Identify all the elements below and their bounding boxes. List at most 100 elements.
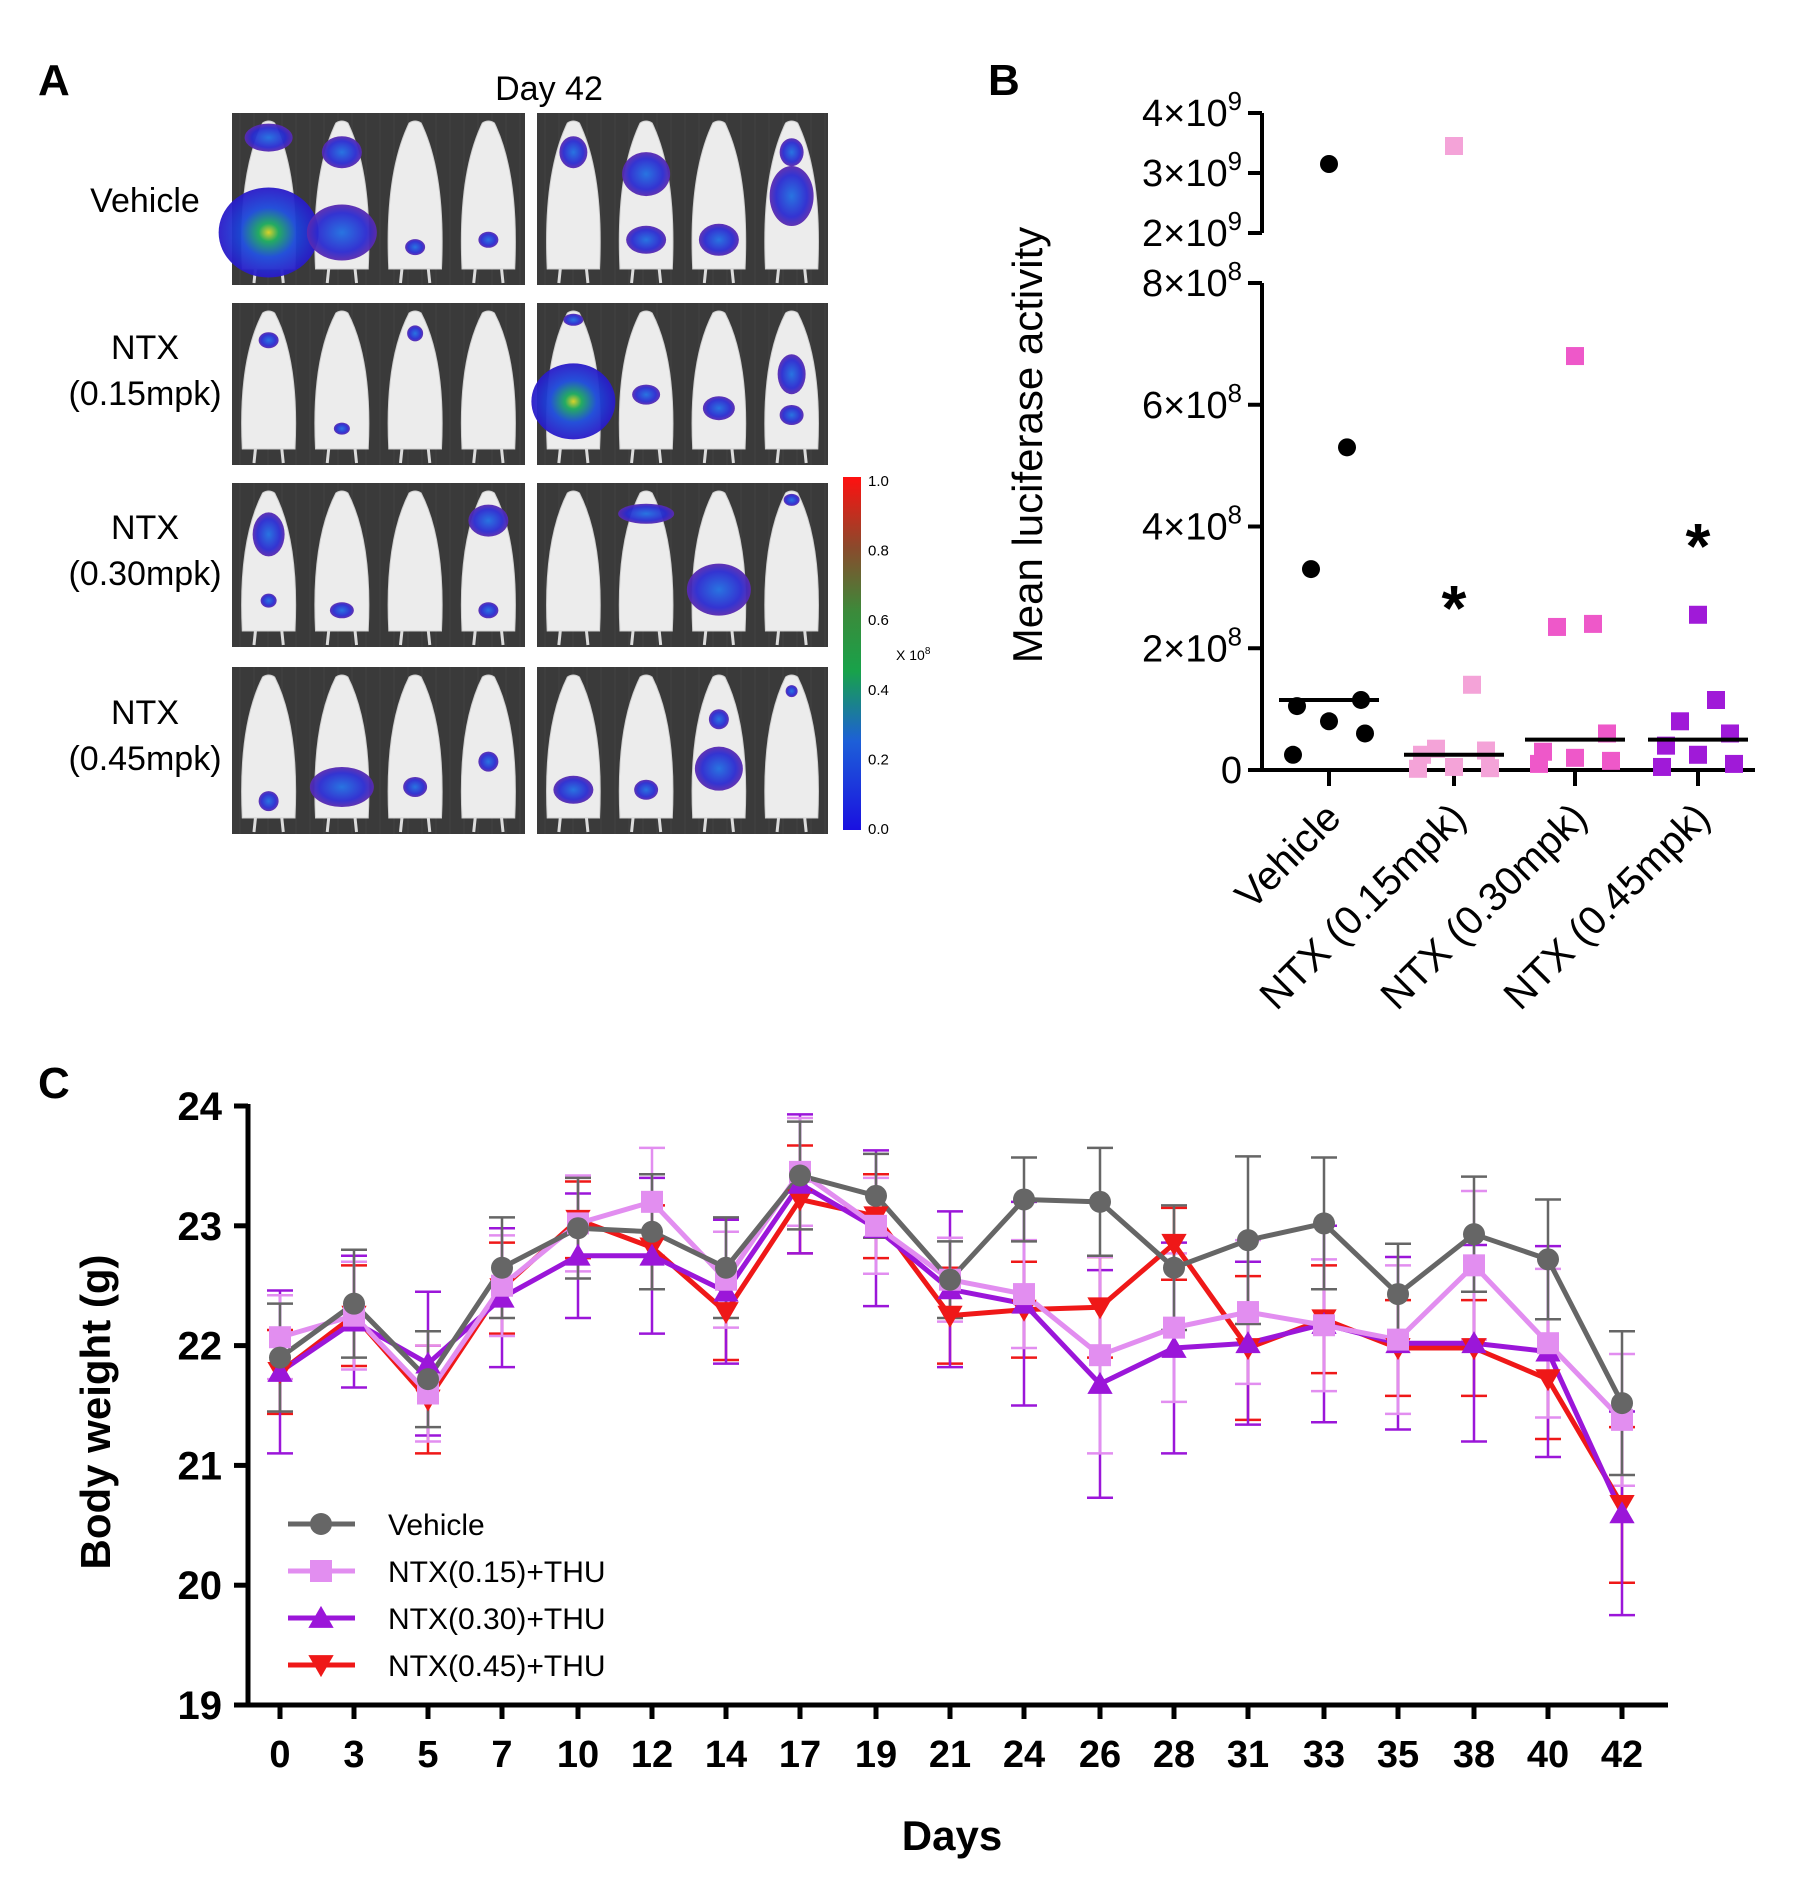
b-point-2-6 xyxy=(1602,751,1620,770)
mouse-leg xyxy=(803,448,808,464)
b-point-0-7 xyxy=(1284,745,1302,764)
b-ytick-label: 2×109 xyxy=(1142,208,1242,255)
c-point-2-4 xyxy=(565,1243,591,1266)
c-point-0-3 xyxy=(491,1256,513,1279)
c-point-1-18 xyxy=(1611,1408,1633,1431)
mouse-leg xyxy=(426,268,432,284)
c-point-0-9 xyxy=(939,1268,961,1291)
mouse-leg xyxy=(325,817,331,833)
c-xtick-label: 12 xyxy=(631,1734,673,1776)
mouse-leg xyxy=(325,448,331,464)
mouse-leg xyxy=(702,268,708,284)
colorbar-tick: 0.4 xyxy=(868,682,889,699)
row-label-2-0: NTX xyxy=(111,509,179,547)
luminescence-signal xyxy=(403,776,428,797)
mouse-leg xyxy=(353,268,359,284)
luminescence-signal xyxy=(478,751,499,772)
luminescence-signal xyxy=(329,602,354,619)
mouse-leg xyxy=(500,268,505,284)
mouse-leg xyxy=(730,448,735,464)
legend-marker-1 xyxy=(310,1560,332,1582)
c-point-0-14 xyxy=(1313,1212,1335,1235)
b-point-2-0 xyxy=(1566,347,1584,366)
mouse-leg xyxy=(280,448,285,464)
c-xtick-label: 19 xyxy=(855,1734,897,1776)
mouse-leg xyxy=(353,448,359,464)
c-point-0-16 xyxy=(1463,1223,1485,1246)
luminescence-signal xyxy=(244,123,293,152)
c-point-3-7 xyxy=(787,1189,813,1212)
b-point-0-1 xyxy=(1338,438,1356,457)
colorbar-tick: 0.6 xyxy=(868,612,889,629)
mouse-leg xyxy=(557,630,562,646)
mouse-leg xyxy=(657,817,663,833)
mouse-leg xyxy=(252,630,257,646)
c-ytick-label: 24 xyxy=(178,1085,223,1129)
luminescence-signal xyxy=(478,602,499,619)
c-point-2-5 xyxy=(639,1243,665,1266)
mouse-leg xyxy=(702,817,708,833)
c-point-1-14 xyxy=(1313,1314,1335,1337)
c-xtick-label: 40 xyxy=(1527,1734,1569,1776)
mouse-leg xyxy=(775,817,781,833)
mouse-leg xyxy=(500,448,505,464)
mouse-body xyxy=(460,120,516,270)
c-point-2-12 xyxy=(1161,1335,1187,1358)
legend-label-2: NTX(0.30)+THU xyxy=(388,1603,606,1636)
colorbar-unit: X 108 xyxy=(896,646,931,663)
b-ytick-label: 3×109 xyxy=(1142,148,1242,195)
mouse-leg xyxy=(803,817,808,833)
c-point-1-17 xyxy=(1537,1332,1559,1355)
c-point-1-16 xyxy=(1463,1254,1485,1277)
c-point-0-10 xyxy=(1013,1188,1035,1211)
b-point-1-1 xyxy=(1463,675,1481,694)
luminescence-signal xyxy=(708,709,729,730)
b-point-1-3 xyxy=(1477,741,1495,760)
mouse-body xyxy=(241,674,297,819)
panel-c-ylabel: Body weight (g) xyxy=(72,1255,119,1570)
b-ytick-label: 2×108 xyxy=(1142,623,1242,670)
luminescence-signal xyxy=(622,152,671,197)
c-point-0-18 xyxy=(1611,1392,1633,1415)
luminescence-signal xyxy=(321,136,362,169)
b-point-2-5 xyxy=(1566,748,1584,767)
mouse-leg xyxy=(702,630,708,646)
luminescence-signal xyxy=(626,225,667,254)
b-xtick-label-0: Vehicle xyxy=(1227,795,1349,917)
c-point-2-2 xyxy=(415,1351,441,1374)
c-point-0-0 xyxy=(269,1346,291,1369)
mouse-leg xyxy=(557,817,562,833)
b-point-0-2 xyxy=(1302,560,1320,579)
legend-marker-0 xyxy=(310,1513,332,1535)
luminescence-signal xyxy=(694,746,743,791)
c-xtick-label: 35 xyxy=(1377,1734,1419,1776)
c-point-3-6 xyxy=(713,1302,739,1325)
legend-label-0: Vehicle xyxy=(388,1509,485,1542)
c-point-0-11 xyxy=(1089,1190,1111,1213)
mouse-leg xyxy=(325,268,331,284)
mouse-leg xyxy=(630,448,635,464)
b-point-1-0 xyxy=(1445,137,1463,155)
legend-marker-3 xyxy=(308,1655,334,1678)
mouse-body xyxy=(387,120,443,270)
panel-a-letter: A xyxy=(38,56,70,105)
mouse-leg xyxy=(630,630,635,646)
luminescence-signal xyxy=(618,503,675,524)
luminescence-signal xyxy=(769,166,814,226)
c-point-0-4 xyxy=(567,1217,589,1240)
mouse-body xyxy=(546,490,601,632)
c-point-0-8 xyxy=(865,1184,887,1207)
c-point-0-17 xyxy=(1537,1248,1559,1271)
b-point-2-2 xyxy=(1548,617,1566,636)
panel-a: A Day 42 Vehicle NTX (0.15mpk) NTX (0.30mpk)… xyxy=(38,56,931,838)
panel-b: B Mean luciferase activity 0 2×108 4×108 6×… xyxy=(988,56,1755,1018)
mouse-leg xyxy=(657,268,663,284)
luminescence-signal xyxy=(783,493,800,506)
b-point-1-5 xyxy=(1445,757,1463,776)
mouse-leg xyxy=(730,817,735,833)
c-xtick-label: 14 xyxy=(705,1734,747,1776)
luminescence-signal xyxy=(779,405,804,425)
luminescence-signal xyxy=(702,396,735,421)
luminescence-signal xyxy=(252,512,285,557)
